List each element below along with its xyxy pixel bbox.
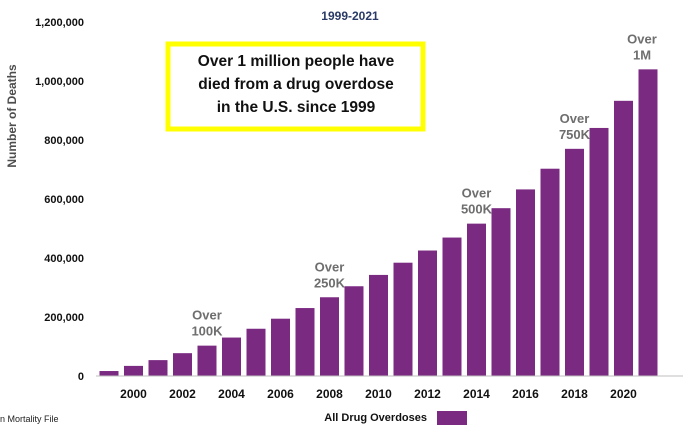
bar-2011 xyxy=(393,262,413,376)
bar-2018 xyxy=(565,148,584,376)
bar-2010 xyxy=(369,274,388,376)
x-tick-label: 2016 xyxy=(512,387,539,401)
x-tick-label: 2014 xyxy=(463,387,490,401)
legend-swatch xyxy=(437,411,467,425)
bar-2002 xyxy=(173,353,192,376)
x-tick-label: 2000 xyxy=(120,387,147,401)
annotation-2014: 500K xyxy=(461,202,493,217)
y-tick-label: 0 xyxy=(78,371,84,383)
bars xyxy=(99,69,658,376)
bar-2013 xyxy=(442,237,462,376)
x-axis-ticks: 2000 2002 2004 2006 2008 2010 2012 2014 2016 2018… xyxy=(120,387,637,401)
y-tick-label: 400,000 xyxy=(44,253,84,265)
x-tick-label: 2006 xyxy=(267,387,294,401)
callout-line-1: Over 1 million people have xyxy=(198,53,395,70)
x-tick-label: 2018 xyxy=(561,387,588,401)
bar-2014 xyxy=(467,223,486,376)
bar-2012 xyxy=(418,250,437,376)
bar-2007 xyxy=(295,308,315,376)
annotation-2008: 250K xyxy=(314,275,346,290)
callout-line-3: in the U.S. since 1999 xyxy=(217,99,376,116)
y-tick-label: 1,000,000 xyxy=(35,76,84,88)
annotation-2003: 100K xyxy=(191,324,223,339)
bar-2016 xyxy=(516,189,535,376)
annotation-2014: Over xyxy=(462,186,492,201)
bar-2005 xyxy=(246,328,266,376)
bar-2000 xyxy=(124,365,143,376)
bar-2001 xyxy=(148,360,168,376)
callout-line-2: died from a drug overdose xyxy=(198,76,394,93)
bar-2003 xyxy=(197,345,217,376)
bar-2004 xyxy=(222,337,241,376)
callout-box: Over 1 million people have died from a d… xyxy=(165,41,426,132)
y-axis-ticks: 0 200,000 400,000 600,000 800,000 1,000,000 1,… xyxy=(35,17,84,383)
annotation-2003: Over xyxy=(192,308,222,323)
x-tick-label: 2008 xyxy=(316,387,343,401)
annotation-2021: 1M xyxy=(633,47,651,62)
bar-2020 xyxy=(614,100,633,376)
bar-1999 xyxy=(99,371,119,376)
bar-2021 xyxy=(638,69,658,376)
source-note: n Mortality File xyxy=(0,414,59,424)
bar-2019 xyxy=(589,127,609,376)
x-tick-label: 2004 xyxy=(218,387,245,401)
annotation-2021: Over xyxy=(627,31,657,46)
legend-label: All Drug Overdoses xyxy=(324,412,427,424)
chart-subtitle: 1999-2021 xyxy=(321,9,379,23)
x-tick-label: 2002 xyxy=(169,387,196,401)
y-tick-label: 600,000 xyxy=(44,194,84,206)
annotation-2008: Over xyxy=(315,259,345,274)
bar-2006 xyxy=(271,318,290,376)
callout-border xyxy=(165,41,426,132)
bar-2008 xyxy=(320,297,339,376)
legend: All Drug Overdoses xyxy=(324,411,467,425)
y-tick-label: 1,200,000 xyxy=(35,17,84,29)
bar-2017 xyxy=(540,168,560,376)
y-tick-label: 800,000 xyxy=(44,135,84,147)
y-tick-label: 200,000 xyxy=(44,312,84,324)
bar-2015 xyxy=(491,208,511,376)
annotation-2018: Over xyxy=(560,111,590,126)
bar-2009 xyxy=(344,286,364,376)
x-tick-label: 2012 xyxy=(414,387,441,401)
y-axis-label: Number of Deaths xyxy=(5,64,19,168)
x-tick-label: 2010 xyxy=(365,387,392,401)
x-tick-label: 2020 xyxy=(610,387,637,401)
annotation-2018: 750K xyxy=(559,127,591,142)
